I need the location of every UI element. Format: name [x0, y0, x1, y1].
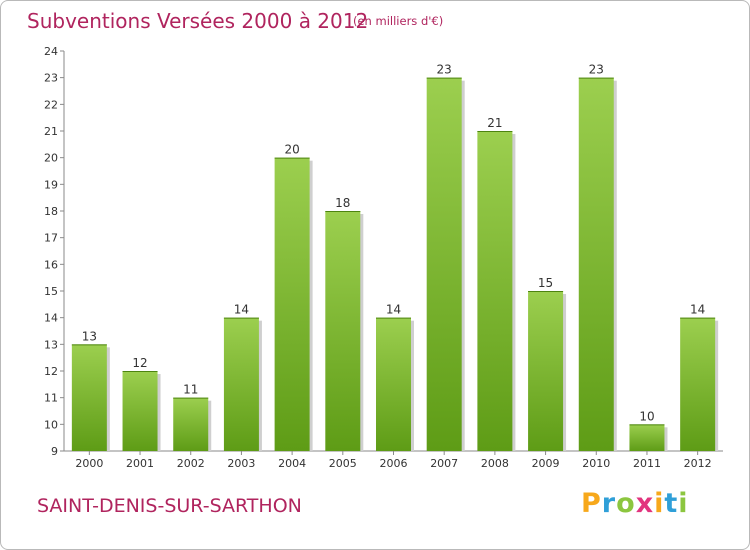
chart-subtitle: (en milliers d'€): [353, 14, 444, 28]
data-label: 23: [589, 63, 604, 77]
axes: 9 10 11 12 13 14 15 16 17 18 19 20 21 22 23 24: [44, 45, 723, 458]
data-label: 18: [335, 196, 350, 210]
x-tick-label: 2004: [278, 457, 306, 470]
logo-letter: x: [635, 488, 655, 519]
y-tick-label: 17: [44, 232, 58, 245]
bar: [528, 291, 564, 451]
data-label: 10: [639, 409, 654, 423]
logo-letter: t: [664, 488, 679, 519]
data-label: 21: [487, 116, 502, 130]
y-tick-label: 14: [44, 312, 58, 325]
y-tick-label: 19: [44, 178, 58, 191]
data-label: 13: [82, 329, 97, 343]
y-tick-label: 18: [44, 205, 58, 218]
bars: [71, 77, 719, 452]
data-label: 14: [386, 303, 401, 317]
x-tick-label: 2005: [329, 457, 357, 470]
x-tick-label: 2006: [380, 457, 408, 470]
y-tick-label: 11: [44, 392, 58, 405]
bar: [71, 344, 107, 451]
y-tick-label: 15: [44, 285, 58, 298]
logo-letter: i: [678, 488, 689, 519]
bar: [629, 424, 665, 451]
data-label: 23: [437, 63, 452, 77]
x-tick-label: 2001: [126, 457, 154, 470]
y-tick-label: 23: [44, 72, 58, 85]
bar: [325, 211, 361, 451]
bar: [680, 317, 716, 451]
chart-title: Subventions Versées 2000 à 2012: [27, 9, 369, 33]
x-tick-label: 2011: [633, 457, 661, 470]
y-tick-label: 16: [44, 258, 58, 271]
y-tick-label: 12: [44, 365, 58, 378]
commune-name: SAINT-DENIS-SUR-SARTHON: [37, 495, 302, 517]
bar: [426, 77, 462, 452]
logo-letter: o: [616, 488, 636, 519]
bar: [376, 317, 411, 451]
x-tick-label: 2002: [177, 457, 205, 470]
x-tick-label: 2007: [430, 457, 458, 470]
proxiti-logo: Proxiti: [581, 488, 689, 519]
y-tick-label: 22: [44, 98, 58, 111]
bar: [477, 131, 513, 451]
data-label: 14: [234, 303, 249, 317]
x-tick-label: 2010: [582, 457, 610, 470]
data-label: 11: [183, 383, 198, 397]
bar: [274, 157, 310, 451]
data-label: 20: [284, 143, 299, 157]
x-tick-label: 2008: [481, 457, 509, 470]
logo-letter: P: [581, 488, 602, 519]
data-label: 15: [538, 276, 553, 290]
y-tick-label: 10: [44, 418, 58, 431]
bar: [122, 371, 158, 451]
x-tick-label: 2009: [532, 457, 560, 470]
y-tick-label: 20: [44, 152, 58, 165]
y-tick-label: 21: [44, 125, 58, 138]
bar: [223, 317, 259, 451]
y-tick-label: 13: [44, 338, 58, 351]
bar: [173, 397, 209, 451]
x-tick-label: 2000: [75, 457, 103, 470]
logo-letter: r: [601, 488, 617, 519]
x-tick-label: 2012: [684, 457, 712, 470]
bar: [578, 77, 614, 452]
data-label: 12: [132, 356, 147, 370]
labels: 13 2000 12 2001 11 2002 14 2003 20 2004 18 2005 14 20…: [75, 63, 711, 470]
y-tick-label: 9: [51, 445, 58, 458]
data-label: 14: [690, 303, 705, 317]
x-tick-label: 2003: [227, 457, 255, 470]
logo-letter: i: [654, 488, 665, 519]
y-tick-label: 24: [44, 45, 58, 58]
